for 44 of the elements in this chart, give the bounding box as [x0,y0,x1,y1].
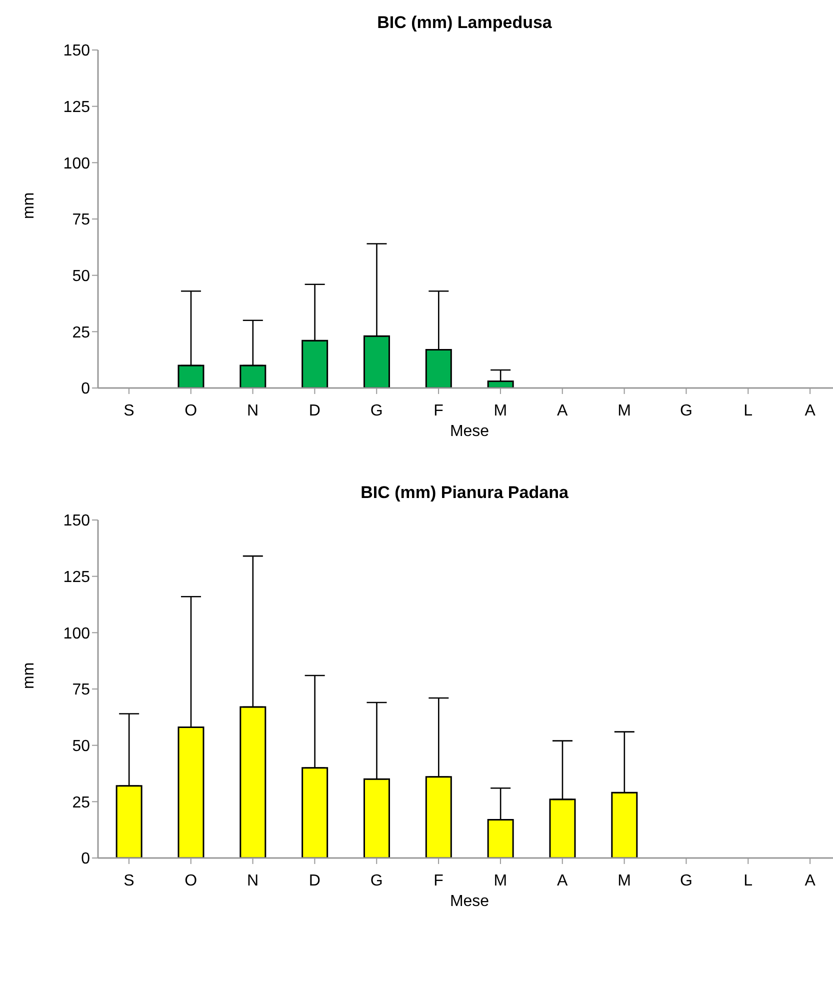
y-tick-label: 75 [72,212,90,229]
x-tick-label: L [744,872,753,890]
x-tick-label: L [744,402,753,420]
x-tick-label: G [680,872,692,890]
y-tick-label: 50 [72,738,90,756]
y-tick-label: 50 [72,268,90,286]
x-tick-label: A [557,402,568,420]
y-tick-label: 125 [63,99,90,116]
x-tick-label: M [494,872,508,890]
x-tick-label: M [618,402,631,420]
x-axis-title: Mese [450,423,490,440]
x-tick-label: M [494,402,508,420]
x-tick-label: A [804,872,816,890]
y-tick-label: 100 [63,155,90,172]
y-axis-title: mm [20,192,38,219]
x-axis-title: Mese [450,893,490,910]
x-tick-label: G [370,872,383,890]
x-tick-label: A [557,872,568,890]
y-tick-label: 25 [72,324,90,342]
y-tick-label: 150 [63,42,90,60]
x-tick-label: M [618,872,631,890]
x-tick-label: O [184,872,198,890]
y-axis-title: mm [20,662,38,689]
x-tick-label: N [247,872,259,890]
x-tick-label: O [184,402,198,420]
y-tick-label: 125 [63,569,90,586]
x-tick-label: F [434,872,444,890]
x-tick-label: N [247,402,259,420]
y-tick-label: 0 [81,850,90,868]
x-tick-label: D [308,872,320,890]
y-tick-label: 75 [72,682,90,699]
x-tick-label: G [680,402,692,420]
chart-title: BIC (mm) Lampedusa [376,12,553,34]
chart-title: BIC (mm) Pianura Padana [360,482,570,504]
x-tick-label: G [370,402,383,420]
y-tick-label: 0 [81,380,90,398]
x-tick-label: F [434,402,444,420]
y-tick-label: 150 [63,512,90,530]
x-tick-label: S [124,402,134,420]
x-tick-label: S [124,872,134,890]
x-tick-label: D [308,402,320,420]
y-tick-label: 100 [63,625,90,642]
y-tick-label: 25 [72,794,90,812]
x-tick-label: A [804,402,816,420]
